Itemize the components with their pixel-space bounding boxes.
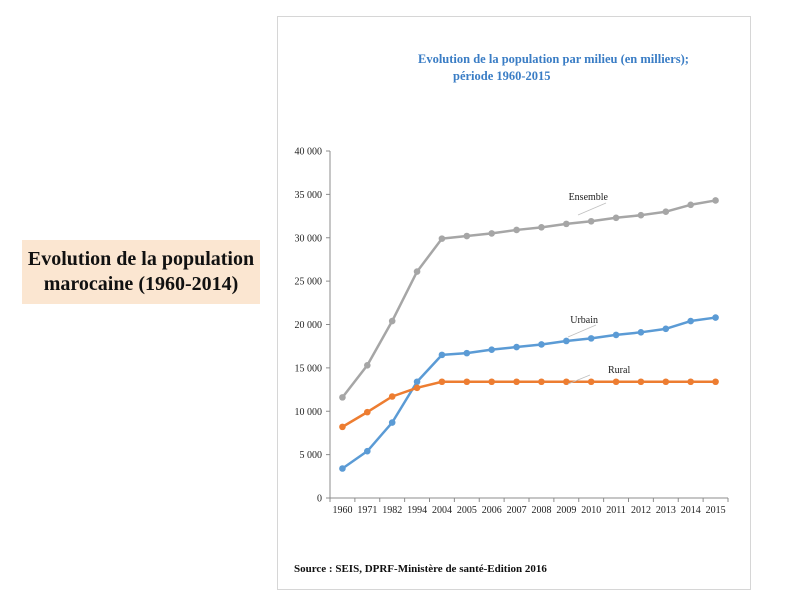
source-note: Source : SEIS, DPRF-Ministère de santé-E… — [294, 563, 547, 575]
y-tick-label: 5 000 — [300, 450, 323, 461]
data-point-urbain — [513, 343, 520, 351]
data-point-rural — [587, 378, 595, 386]
data-point-ensemble — [488, 230, 495, 237]
x-tick-label: 1982 — [382, 505, 402, 516]
x-tick-label: 1960 — [332, 505, 352, 516]
x-tick-label: 1971 — [357, 505, 377, 516]
y-tick-label: 30 000 — [295, 233, 323, 244]
y-tick-label: 10 000 — [295, 407, 323, 418]
data-point-rural — [513, 378, 520, 386]
data-point-urbain — [712, 314, 719, 321]
data-point-ensemble — [612, 214, 620, 222]
chart-title-line2: période 1960-2015 — [453, 68, 551, 83]
y-tick-label: 15 000 — [295, 363, 323, 374]
data-point-urbain — [413, 378, 421, 386]
x-tick-label: 2014 — [681, 505, 701, 516]
data-point-ensemble — [712, 197, 719, 204]
x-tick-label: 2006 — [482, 505, 502, 516]
x-tick-label: 2009 — [556, 505, 576, 516]
side-title-box: Evolution de la population marocaine (19… — [22, 240, 260, 304]
y-tick-label: 0 — [317, 494, 322, 505]
data-point-ensemble — [463, 232, 471, 240]
y-tick-label: 20 000 — [295, 320, 323, 331]
x-tick-label: 2011 — [606, 505, 626, 516]
data-point-rural — [662, 378, 670, 386]
data-point-ensemble — [637, 211, 645, 219]
x-tick-label: 2013 — [656, 505, 676, 516]
data-point-urbain — [662, 325, 670, 333]
data-point-ensemble — [364, 361, 371, 369]
y-tick-label: 35 000 — [295, 190, 323, 201]
data-point-urbain — [364, 447, 371, 455]
data-point-ensemble — [687, 201, 694, 209]
data-point-ensemble — [538, 224, 545, 231]
data-point-urbain — [637, 329, 645, 336]
side-title-line1: Evolution de la population — [27, 248, 255, 270]
chart-title-line1: Evolution de la population par milieu (e… — [418, 52, 689, 66]
series-label-urbain: Urbain — [570, 315, 598, 326]
data-point-ensemble — [513, 226, 520, 234]
data-point-urbain — [463, 349, 471, 357]
series-line-rural — [341, 380, 716, 428]
series-line-ensemble — [341, 199, 716, 399]
data-point-rural — [538, 378, 545, 386]
data-point-ensemble — [339, 394, 346, 401]
x-tick-label: 1994 — [407, 505, 427, 516]
data-point-urbain — [438, 351, 446, 359]
data-point-urbain — [538, 341, 545, 348]
data-point-urbain — [587, 335, 595, 342]
x-tick-label: 2010 — [581, 505, 601, 516]
x-tick-label: 2012 — [631, 505, 651, 516]
data-point-rural — [463, 378, 471, 386]
series-line-urbain — [341, 316, 716, 470]
data-point-rural — [339, 423, 346, 431]
data-point-rural — [438, 378, 446, 386]
series-label-leader-urbain — [567, 324, 597, 338]
data-point-rural — [687, 378, 694, 386]
data-point-urbain — [488, 346, 495, 353]
x-tick-label: 2008 — [531, 505, 551, 516]
data-point-rural — [388, 393, 396, 400]
chart-title: Evolution de la population par milieu (e… — [278, 51, 750, 85]
data-point-urbain — [388, 419, 396, 426]
x-tick-label: 2004 — [432, 505, 452, 516]
side-title-line2: marocaine (1960-2014) — [43, 273, 239, 295]
data-point-ensemble — [388, 317, 396, 325]
data-point-rural — [488, 378, 495, 386]
data-point-rural — [364, 408, 371, 416]
data-point-ensemble — [563, 220, 570, 228]
data-point-rural — [637, 378, 645, 386]
data-point-ensemble — [587, 217, 595, 225]
data-point-rural — [413, 384, 421, 392]
line-chart: 0 5 000 10 000 15 000 20 000 25 000 30 000 35 0… — [295, 147, 729, 516]
y-tick-label: 40 000 — [295, 147, 323, 158]
data-point-rural — [563, 378, 570, 386]
series-label-rural: Rural — [608, 365, 630, 376]
data-point-rural — [712, 378, 719, 386]
series-label-leader-ensemble — [577, 202, 607, 216]
x-tick-label: 2015 — [706, 505, 726, 516]
data-point-ensemble — [662, 208, 670, 216]
data-point-ensemble — [438, 235, 446, 242]
data-point-urbain — [612, 331, 620, 339]
data-point-urbain — [339, 465, 346, 472]
data-point-rural — [612, 378, 620, 386]
x-tick-label: 2005 — [457, 505, 477, 516]
data-point-urbain — [563, 337, 570, 345]
data-point-urbain — [687, 317, 694, 325]
chart-panel: Evolution de la population par milieu (e… — [277, 16, 751, 590]
series-label-ensemble: Ensemble — [569, 192, 609, 203]
series-label-leader-rural — [567, 374, 591, 385]
y-tick-label: 25 000 — [295, 277, 323, 288]
data-point-ensemble — [413, 268, 421, 275]
x-tick-label: 2007 — [507, 505, 527, 516]
